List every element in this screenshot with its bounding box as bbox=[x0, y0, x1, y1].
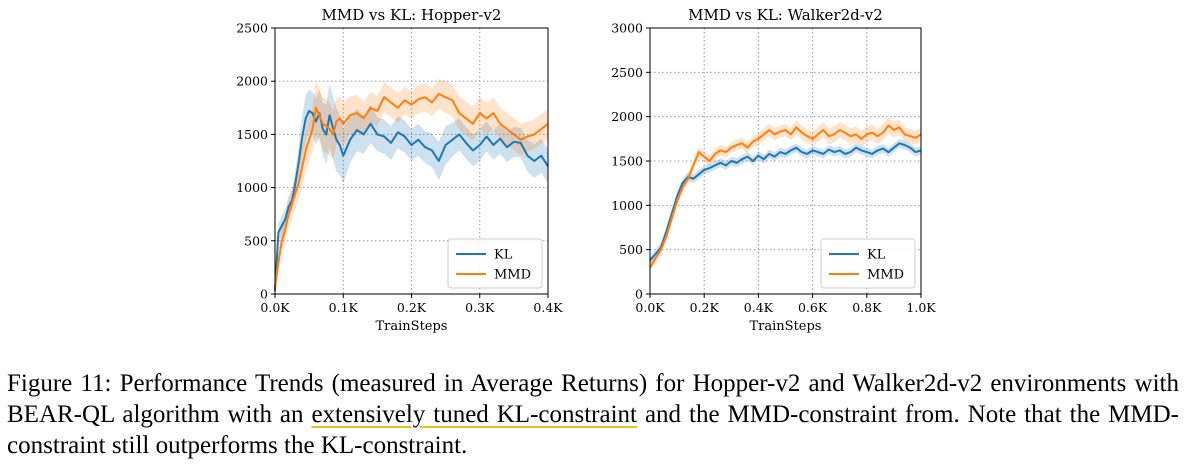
chart-title: MMD vs KL: Walker2d-v2 bbox=[688, 6, 883, 24]
legend-box bbox=[820, 238, 916, 289]
series-line-mmd bbox=[649, 124, 922, 268]
y-tick-label-4: 2000 bbox=[611, 109, 643, 124]
x-tick-label-5: 1.0K bbox=[906, 300, 936, 315]
series-line-kl bbox=[274, 110, 549, 291]
legend-label-kl: KL bbox=[867, 248, 886, 263]
chart-title: MMD vs KL: Hopper-v2 bbox=[322, 6, 502, 24]
walker2d-chart: 0.0K 0.2K 0.4K 0.6K 0.8K 1.0K 0 500 1000 1500 2000… bbox=[611, 6, 936, 334]
legend-label-mmd: MMD bbox=[494, 268, 531, 283]
x-tick-label-1: 0.2K bbox=[690, 300, 720, 315]
x-tick-label-2: 0.2K bbox=[397, 300, 427, 315]
y-tick-label-1: 500 bbox=[244, 233, 268, 248]
legend: KL MMD bbox=[820, 238, 916, 289]
band-kl bbox=[275, 83, 548, 294]
figure-caption: Figure 11: Performance Trends (measured … bbox=[7, 368, 1179, 461]
y-tick-label-2: 1000 bbox=[611, 198, 643, 213]
hopper-chart: 0.0K 0.1K 0.2K 0.3K 0.4K 0 500 1000 1500 2000 2500… bbox=[236, 6, 563, 334]
y-tick-label-6: 3000 bbox=[611, 21, 643, 36]
y-tick-label-5: 2500 bbox=[236, 21, 268, 36]
y-tick-label-4: 2000 bbox=[236, 74, 268, 89]
legend: KL MMD bbox=[447, 238, 543, 289]
x-tick-label-4: 0.4K bbox=[533, 300, 563, 315]
band-mmd bbox=[275, 79, 548, 294]
x-tick-label-3: 0.3K bbox=[465, 300, 495, 315]
x-axis-label: TrainSteps bbox=[750, 319, 822, 334]
x-axis-label: TrainSteps bbox=[376, 319, 448, 334]
x-tick-label-2: 0.4K bbox=[744, 300, 774, 315]
x-tick-label-4: 0.8K bbox=[852, 300, 882, 315]
y-tick-label-5: 2500 bbox=[611, 65, 643, 80]
x-tick-label-0: 0.0K bbox=[260, 300, 290, 315]
caption-text-after: and the MMD-constraint from. Note that t… bbox=[7, 401, 1179, 459]
series-line-mmd bbox=[274, 93, 549, 288]
x-tick-label-1: 0.1K bbox=[329, 300, 359, 315]
y-tick-label-0: 0 bbox=[635, 287, 643, 302]
y-tick-label-3: 1500 bbox=[236, 127, 268, 142]
y-tick-label-2: 1000 bbox=[236, 180, 268, 195]
caption-text-before: Figure 11: Performance Trends (measured … bbox=[7, 370, 1179, 428]
x-tick-label-0: 0.0K bbox=[635, 300, 665, 315]
legend-box bbox=[447, 238, 543, 289]
band-kl bbox=[650, 138, 921, 264]
y-tick-label-0: 0 bbox=[260, 287, 268, 302]
legend-label-kl: KL bbox=[494, 248, 513, 263]
x-tick-label-3: 0.6K bbox=[798, 300, 828, 315]
figure: 0.0K 0.1K 0.2K 0.3K 0.4K 0 500 1000 1500 2000 2500… bbox=[236, 6, 936, 334]
legend-label-mmd: MMD bbox=[867, 268, 904, 283]
band-mmd bbox=[650, 117, 921, 271]
caption-highlight: extensively tuned KL-constraint bbox=[311, 401, 637, 428]
y-tick-label-1: 500 bbox=[619, 242, 643, 257]
series-line-kl bbox=[649, 142, 922, 261]
y-tick-label-3: 1500 bbox=[611, 154, 643, 169]
